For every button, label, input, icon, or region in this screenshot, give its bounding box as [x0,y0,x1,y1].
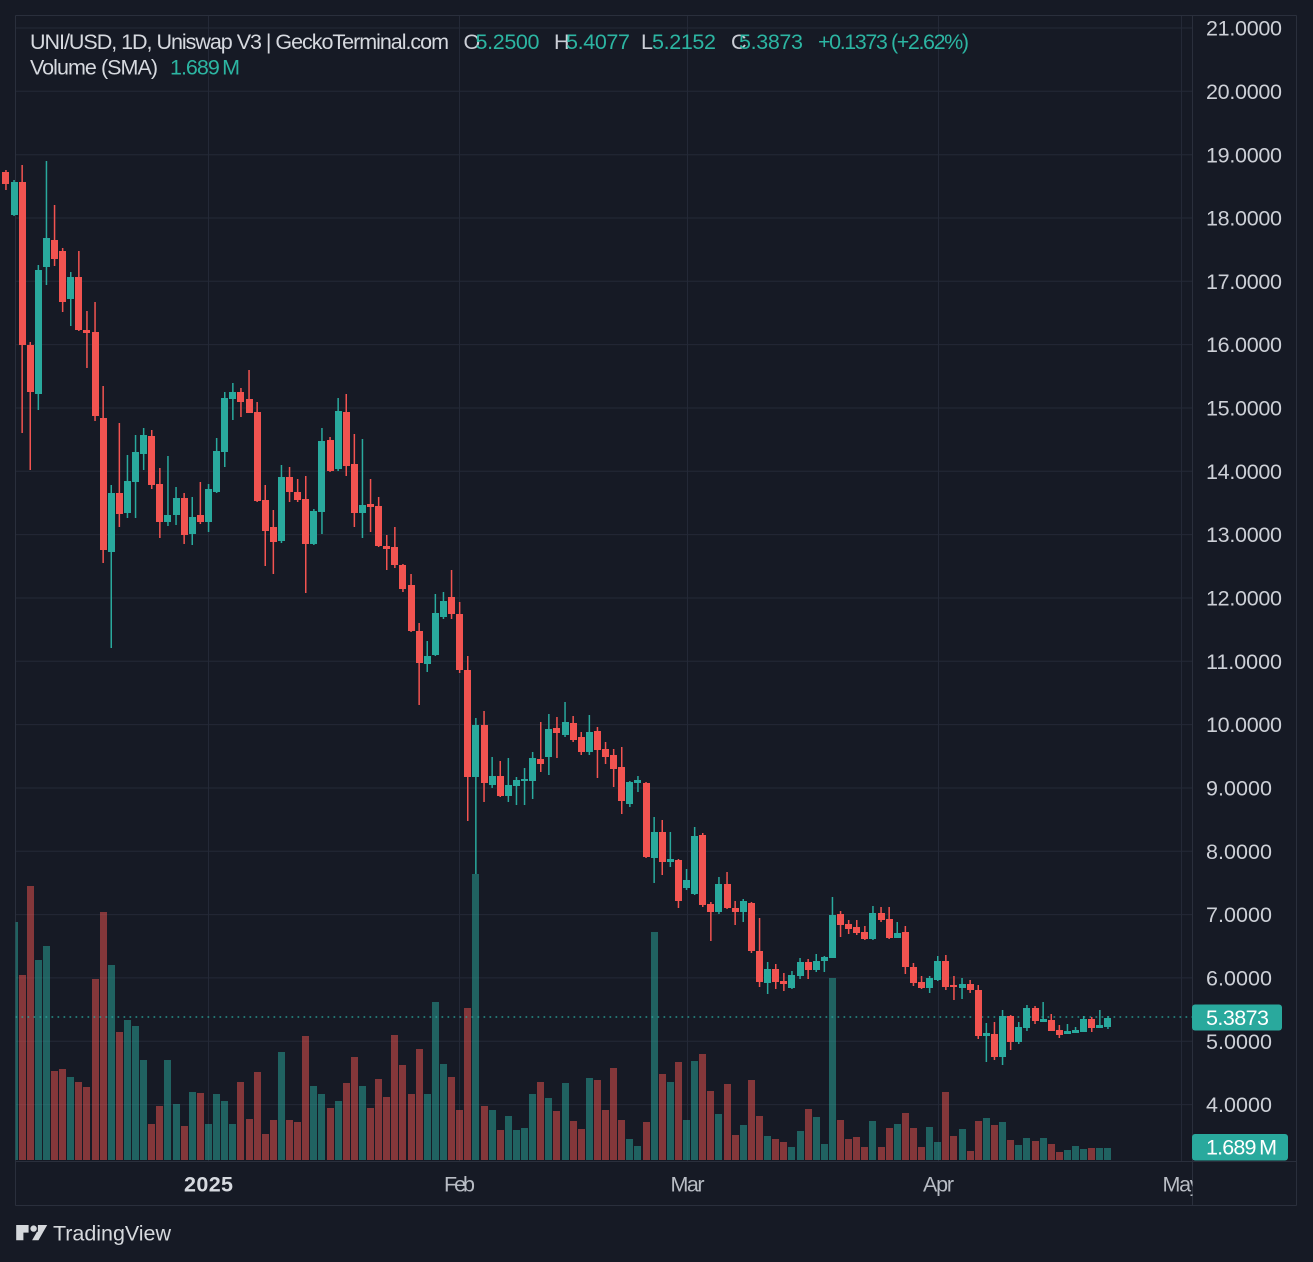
svg-text:15.0000: 15.0000 [1206,397,1282,421]
svg-text:+0.1373 (+2.62%): +0.1373 (+2.62%) [818,30,969,54]
svg-text:14.0000: 14.0000 [1206,460,1282,484]
svg-text:L: L [641,30,653,54]
svg-text:13.0000: 13.0000 [1206,523,1282,547]
svg-text:5.0000: 5.0000 [1206,1030,1272,1054]
svg-text:5.3873: 5.3873 [739,30,803,54]
svg-text:C: C [731,30,747,54]
svg-text:H: H [554,30,570,54]
svg-text:5.2152: 5.2152 [652,30,716,54]
svg-text:18.0000: 18.0000 [1206,207,1282,231]
svg-text:20.0000: 20.0000 [1206,80,1282,104]
svg-text:1.689 M: 1.689 M [1206,1136,1277,1160]
svg-text:19.0000: 19.0000 [1206,143,1282,167]
svg-text:9.0000: 9.0000 [1206,777,1272,801]
svg-text:Mar: Mar [671,1173,705,1197]
svg-text:8.0000: 8.0000 [1206,840,1272,864]
svg-text:21.0000: 21.0000 [1206,17,1282,41]
svg-text:May: May [1163,1173,1201,1197]
svg-text:6.0000: 6.0000 [1206,967,1272,991]
svg-text:2025: 2025 [184,1173,233,1197]
svg-text:5.2500: 5.2500 [476,30,540,54]
svg-text:7.0000: 7.0000 [1206,903,1272,927]
svg-text:UNI/USD, 1D, Uniswap V3 | Geck: UNI/USD, 1D, Uniswap V3 | GeckoTerminal.… [30,30,449,54]
svg-text:Volume (SMA): Volume (SMA) [30,56,158,80]
svg-text:Apr: Apr [923,1173,954,1197]
svg-text:5.3873: 5.3873 [1206,1006,1269,1030]
svg-text:1.689 M: 1.689 M [170,56,240,80]
svg-text:5.4077: 5.4077 [566,30,630,54]
svg-text:16.0000: 16.0000 [1206,333,1282,357]
svg-text:TradingView: TradingView [53,1222,171,1246]
svg-text:O: O [464,30,481,54]
svg-text:10.0000: 10.0000 [1206,713,1282,737]
svg-text:12.0000: 12.0000 [1206,587,1282,611]
svg-text:11.0000: 11.0000 [1206,650,1282,674]
svg-text:4.0000: 4.0000 [1206,1093,1272,1117]
svg-text:Feb: Feb [444,1173,475,1197]
svg-text:17.0000: 17.0000 [1206,270,1282,294]
